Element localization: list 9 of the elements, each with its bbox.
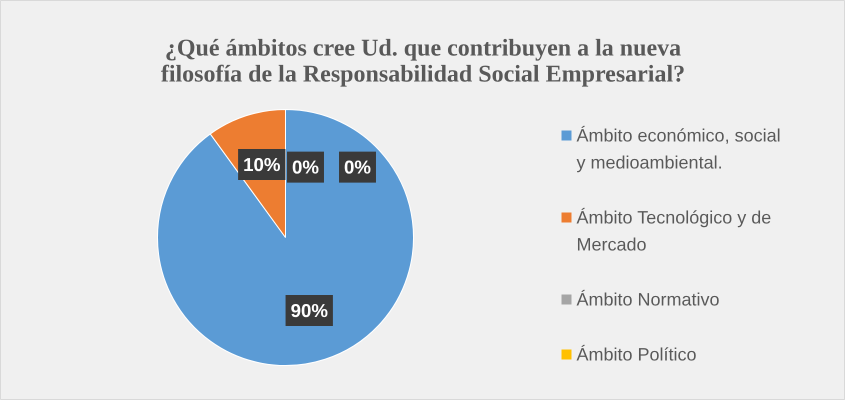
legend-label: Ámbito Normativo <box>576 290 720 310</box>
data-label: 90% <box>290 300 328 322</box>
text: 0% <box>344 156 371 178</box>
legend-label: Ámbito Tecnológico y de Mercado <box>576 208 772 254</box>
data-label: 10% <box>243 154 281 175</box>
chart-title: ¿Qué ámbitos cree Ud. que contribuyen a la nueva filosofía de la Responsabilidad Social Empresarial? <box>160 36 686 88</box>
legend-label: Ámbito económico, social y medioambiental. <box>576 126 781 172</box>
legend-label: Ámbito Político <box>576 344 697 364</box>
text: 0% <box>292 156 319 178</box>
